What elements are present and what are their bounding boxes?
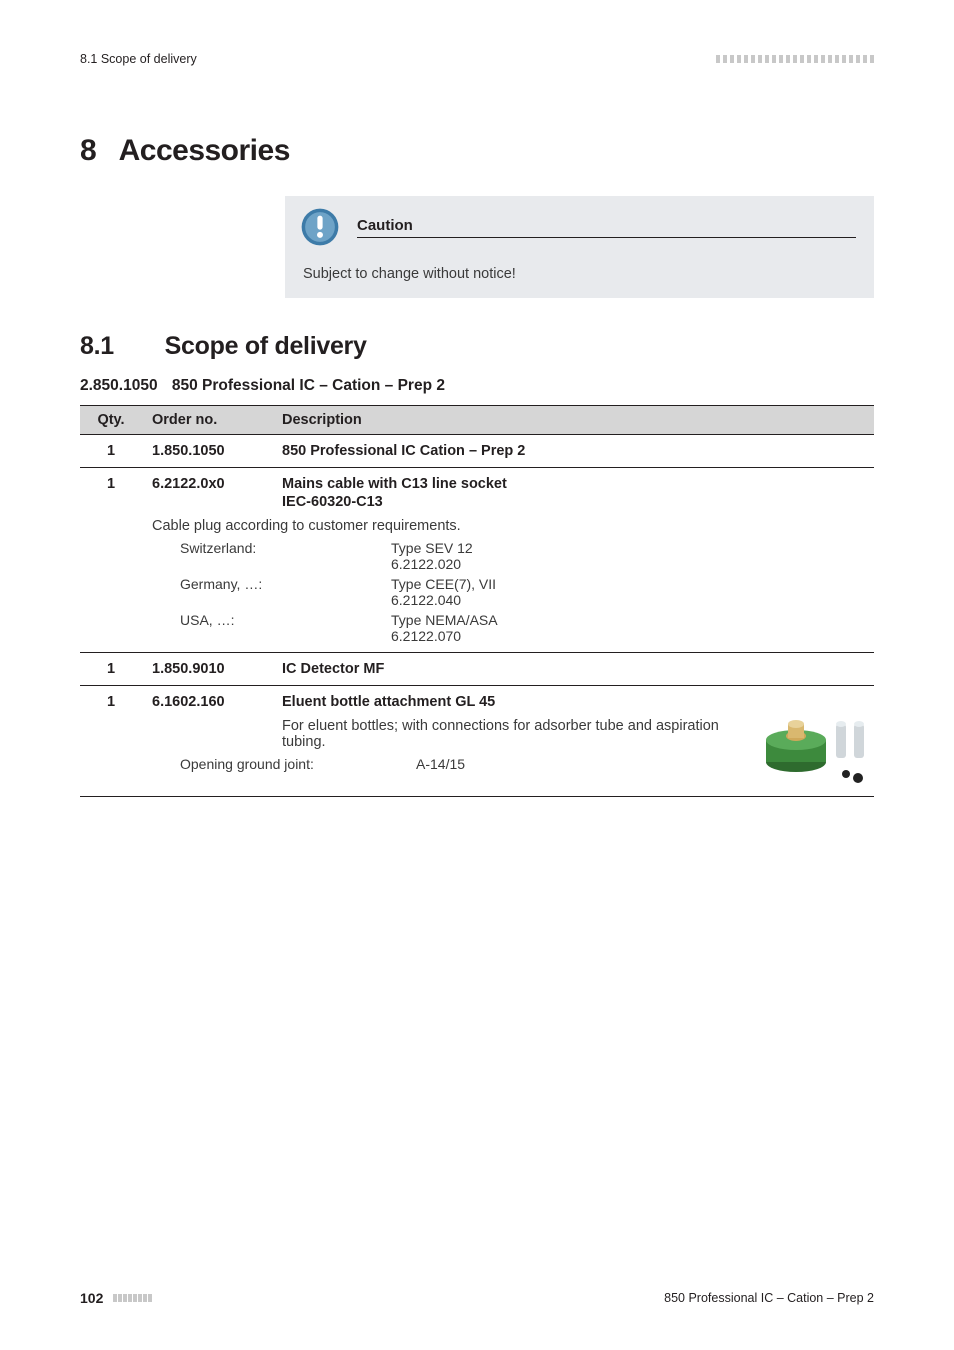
desc-subtitle: IEC-60320-C13 [282, 494, 864, 510]
header-tick [793, 55, 797, 63]
footer-tick [118, 1294, 122, 1302]
desc-title: 850 Professional IC Cation – Prep 2 [282, 443, 864, 459]
desc-title: Mains cable with C13 line socket [282, 476, 864, 492]
table-row: 16.1602.160Eluent bottle attachment GL 4… [80, 686, 874, 797]
header-tick [821, 55, 825, 63]
eluent-bottle-icon [754, 694, 874, 784]
cell-description: Mains cable with C13 line socket IEC-6032… [272, 468, 874, 653]
cell-qty: 1 [80, 653, 142, 686]
header-tick [849, 55, 853, 63]
cell-order-no: 6.1602.160 [142, 686, 272, 797]
spec-label: USA, …: [180, 612, 355, 644]
subsection-heading: 2.850.1050 850 Professional IC – Cation … [80, 377, 874, 395]
header-tick [807, 55, 811, 63]
header-tick [730, 55, 734, 63]
header-tick [765, 55, 769, 63]
header-tick [800, 55, 804, 63]
header-tick [716, 55, 720, 63]
subsection-title: 850 Professional IC – Cation – Prep 2 [172, 377, 445, 394]
spec-value-line: Type SEV 12 [391, 540, 864, 556]
callout-title: Caution [357, 217, 856, 238]
header-tick [786, 55, 790, 63]
spec-value-line: Type NEMA/ASA [391, 612, 864, 628]
footer-tick [123, 1294, 127, 1302]
table-row: 11.850.9010 IC Detector MF [80, 653, 874, 686]
header-tick [758, 55, 762, 63]
col-qty: Qty. [80, 406, 142, 435]
running-footer: 102 850 Professional IC – Cation – Prep … [80, 1290, 874, 1306]
caution-callout: Caution Subject to change without notice… [285, 196, 874, 298]
running-header-left: 8.1 Scope of delivery [80, 52, 197, 66]
header-tick [835, 55, 839, 63]
footer-tick [113, 1294, 117, 1302]
cell-description: Eluent bottle attachment GL 45 For eluent… [272, 686, 744, 797]
table-row: 16.2122.0x0Mains cable with C13 line soc… [80, 468, 874, 653]
desc-title: IC Detector MF [282, 661, 864, 677]
cell-qty: 1 [80, 435, 142, 468]
header-tick [723, 55, 727, 63]
spec-label: Germany, …: [180, 576, 355, 608]
spec-value: Type CEE(7), VII6.2122.040 [355, 576, 864, 608]
header-tick [814, 55, 818, 63]
col-desc: Description [272, 406, 874, 435]
spec-value-line: A-14/15 [416, 756, 734, 772]
footer-tick [138, 1294, 142, 1302]
table-row: 11.850.1050 850 Professional IC Cation – … [80, 435, 874, 468]
section-heading: 8.1 Scope of delivery [80, 332, 874, 361]
table-header-row: Qty. Order no. Description [80, 406, 874, 435]
scope-of-delivery-table: Qty. Order no. Description 11.850.105085… [80, 405, 874, 797]
subsection-partno: 2.850.1050 [80, 377, 158, 395]
spec-grid: Switzerland:Type SEV 126.2122.020Germany… [152, 540, 864, 644]
cell-qty: 1 [80, 468, 142, 653]
cell-description: 850 Professional IC Cation – Prep 2 [272, 435, 874, 468]
cell-order-no: 1.850.1050 [142, 435, 272, 468]
header-tick [744, 55, 748, 63]
spec-value-line: 6.2122.040 [391, 592, 864, 608]
header-tick [842, 55, 846, 63]
chapter-number: 8 [80, 134, 96, 167]
footer-left: 102 [80, 1290, 152, 1306]
section-title: Scope of delivery [165, 332, 367, 360]
desc-title: Eluent bottle attachment GL 45 [282, 694, 734, 710]
footer-ticks [113, 1294, 152, 1302]
footer-tick [148, 1294, 152, 1302]
running-header-ticks [715, 55, 874, 63]
spec-value-line: 6.2122.070 [391, 628, 864, 644]
chapter-title: Accessories [119, 134, 290, 167]
callout-body: Subject to change without notice! [285, 248, 874, 298]
header-tick [870, 55, 874, 63]
spec-value-line: 6.2122.020 [391, 556, 864, 572]
spec-value: Type SEV 126.2122.020 [355, 540, 864, 572]
spec-label: Switzerland: [180, 540, 355, 572]
section-number: 8.1 [80, 332, 158, 361]
spec-label: Opening ground joint: [180, 756, 380, 772]
spec-value: A-14/15 [380, 756, 734, 772]
col-order: Order no. [142, 406, 272, 435]
header-tick [863, 55, 867, 63]
footer-tick [128, 1294, 132, 1302]
desc-note: Cable plug according to customer require… [152, 518, 864, 534]
desc-note: For eluent bottles; with connections for… [282, 718, 734, 750]
header-tick [751, 55, 755, 63]
cell-description: IC Detector MF [272, 653, 874, 686]
running-header: 8.1 Scope of delivery [80, 52, 874, 66]
header-tick [772, 55, 776, 63]
chapter-heading: 8 Accessories [80, 134, 874, 168]
cell-qty: 1 [80, 686, 142, 797]
header-tick [828, 55, 832, 63]
cell-order-no: 1.850.9010 [142, 653, 272, 686]
page-number: 102 [80, 1290, 103, 1306]
cell-image [744, 686, 874, 797]
spec-value-line: Type CEE(7), VII [391, 576, 864, 592]
footer-tick [143, 1294, 147, 1302]
warning-icon [299, 206, 341, 248]
header-tick [737, 55, 741, 63]
footer-right: 850 Professional IC – Cation – Prep 2 [664, 1291, 874, 1305]
header-tick [779, 55, 783, 63]
footer-tick [133, 1294, 137, 1302]
callout-head: Caution [285, 196, 874, 248]
spec-grid: Opening ground joint: A-14/15 [152, 756, 734, 772]
spec-value: Type NEMA/ASA6.2122.070 [355, 612, 864, 644]
header-tick [856, 55, 860, 63]
